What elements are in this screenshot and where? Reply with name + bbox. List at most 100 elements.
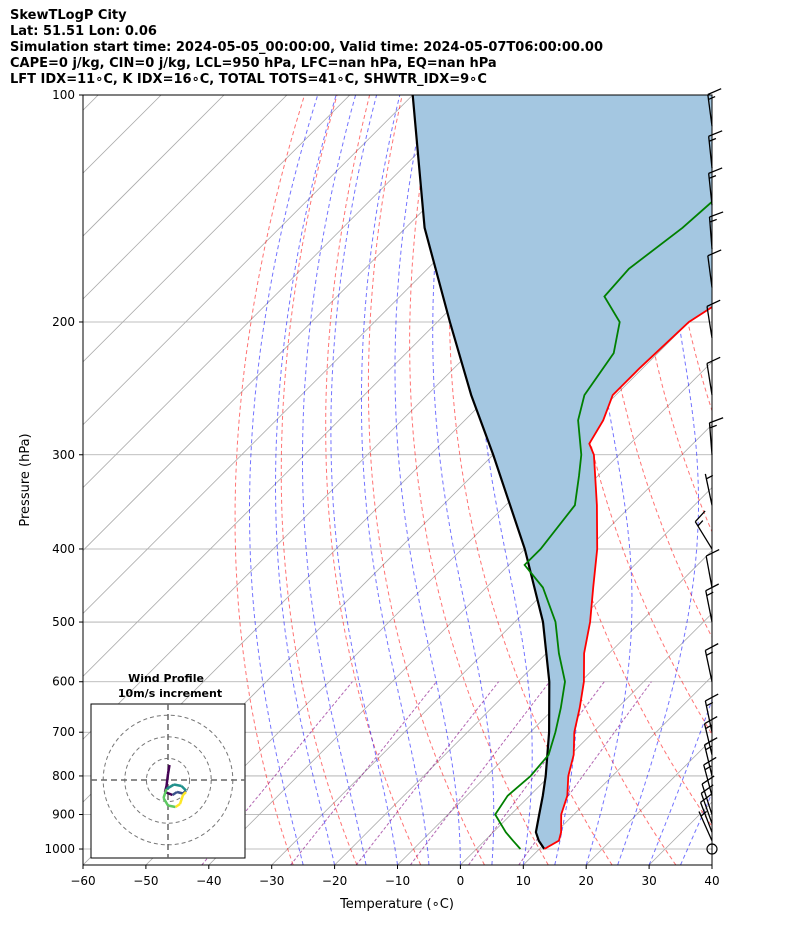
barb-staff [703,744,713,777]
moist-adiabat [394,95,461,865]
header-cape-line: CAPE=0 j/kg, CIN=0 j/kg, LCL=950 hPa, LF… [10,56,497,71]
barb-flag-full [706,299,721,307]
barb-staff [704,650,713,682]
x-tick-label: −10 [385,874,410,888]
barb-flag-full [707,88,722,96]
barb-flag-full [705,549,720,557]
dry-adiabat [728,95,794,865]
moist-adiabat [617,95,699,865]
dry-adiabat [325,95,422,865]
hodograph-segment [166,764,171,775]
wind-barb [706,356,721,396]
x-tick-label: 30 [641,874,656,888]
x-tick-label: 0 [457,874,465,888]
barb-staff [699,802,713,833]
header-indices-line: LFT IDX=11∘C, K IDX=16∘C, TOTAL TOTS=41∘… [10,72,487,87]
isotherm-10 [523,675,712,865]
cape-fill-layer [412,95,712,849]
y-tick-label: 700 [52,725,75,739]
hodograph-segment [165,773,170,787]
dry-adiabat [761,95,794,865]
dewpoint-line [494,200,712,850]
hodograph-segment [162,788,168,799]
isotherm-0 [460,612,712,865]
y-tick-label: 600 [52,675,75,689]
wind-barb [705,549,720,588]
header-location: Lat: 51.51 Lon: 0.06 [10,24,157,39]
wind-barb [700,784,714,824]
isotherm--130 [83,95,413,426]
inset-title: Wind Profile [128,672,204,685]
moist-adiabat [711,863,712,865]
isotherm--20 [334,487,712,865]
x-tick-label: −40 [196,874,221,888]
isotherm--160 [83,95,225,237]
moist-adiabat [648,698,712,865]
moist-adiabat [249,95,319,865]
wind-barb [701,775,715,815]
barb-staff [694,521,713,550]
barb-flag-full [704,715,718,725]
inset-subtitle: 10m/s increment [118,687,222,700]
moist-adiabat [432,95,495,865]
hodograph-segment [178,794,185,805]
y-tick-label: 300 [52,448,75,462]
y-tick-label: 1000 [44,842,75,856]
x-axis-label: Temperature (∘C) [339,897,454,912]
hodograph-segment [171,790,178,797]
wind-barb [706,299,721,339]
wind-barb [708,167,723,206]
temperature-line [543,306,712,850]
barb-staff [705,555,713,588]
wind-barb [704,643,719,682]
x-tick-label: 40 [704,874,719,888]
x-tick-label: −60 [70,874,95,888]
chart-header: SkewTLogP City Lat: 51.51 Lon: 0.06 Simu… [10,8,603,88]
hodograph-segment [162,797,170,807]
barb-flag-full [707,249,722,257]
barb-flag-half [705,745,713,751]
cin-area [412,95,712,849]
dry-adiabat [629,95,712,533]
axes: −60 −50 −40 −30 −20 −10 0 10 20 30 40 1000 900 800 700… [44,88,719,888]
hodograph-segment [182,791,187,796]
hodograph-segment [167,804,176,809]
barb-flag-half [700,810,708,817]
parcel-profile-line [411,95,551,850]
hodograph-segment [165,783,175,791]
dry-adiabat [234,95,305,865]
barb-staff [704,473,713,506]
isotherm--140 [83,95,351,363]
x-tick-label: 20 [579,874,594,888]
barb-flag-half [706,591,714,597]
barb-flag-half [708,137,717,142]
x-tick-label: −20 [322,874,347,888]
dry-adiabat [367,95,485,865]
moist-adiabat [361,95,430,865]
barb-staff [698,811,713,841]
barb-flag-full [708,130,723,137]
barb-staff [703,723,713,755]
y-tick-label: 800 [52,769,75,783]
mixing-ratio-line [518,681,652,865]
moist-adiabat [330,95,398,865]
wind-barb [708,130,723,169]
barb-flag-full [703,756,717,766]
dry-adiabat [448,95,613,865]
mixing-ratio-line [409,681,550,865]
isotherm-40 [711,864,712,865]
y-tick-label: 100 [52,88,75,102]
barb-staff [704,700,713,733]
hodograph-segment [176,790,184,795]
x-tick-label: −30 [259,874,284,888]
barb-flag-full [708,167,723,174]
isotherm--110 [83,95,539,552]
barb-staff [700,793,713,824]
barb-staff [705,590,713,623]
wind-barb [698,810,713,841]
isotherm--150 [83,95,288,300]
wind-profile-inset: Wind Profile 10m/s increment [90,672,246,859]
barb-staff [708,173,713,206]
barb-flag-full [709,417,724,424]
